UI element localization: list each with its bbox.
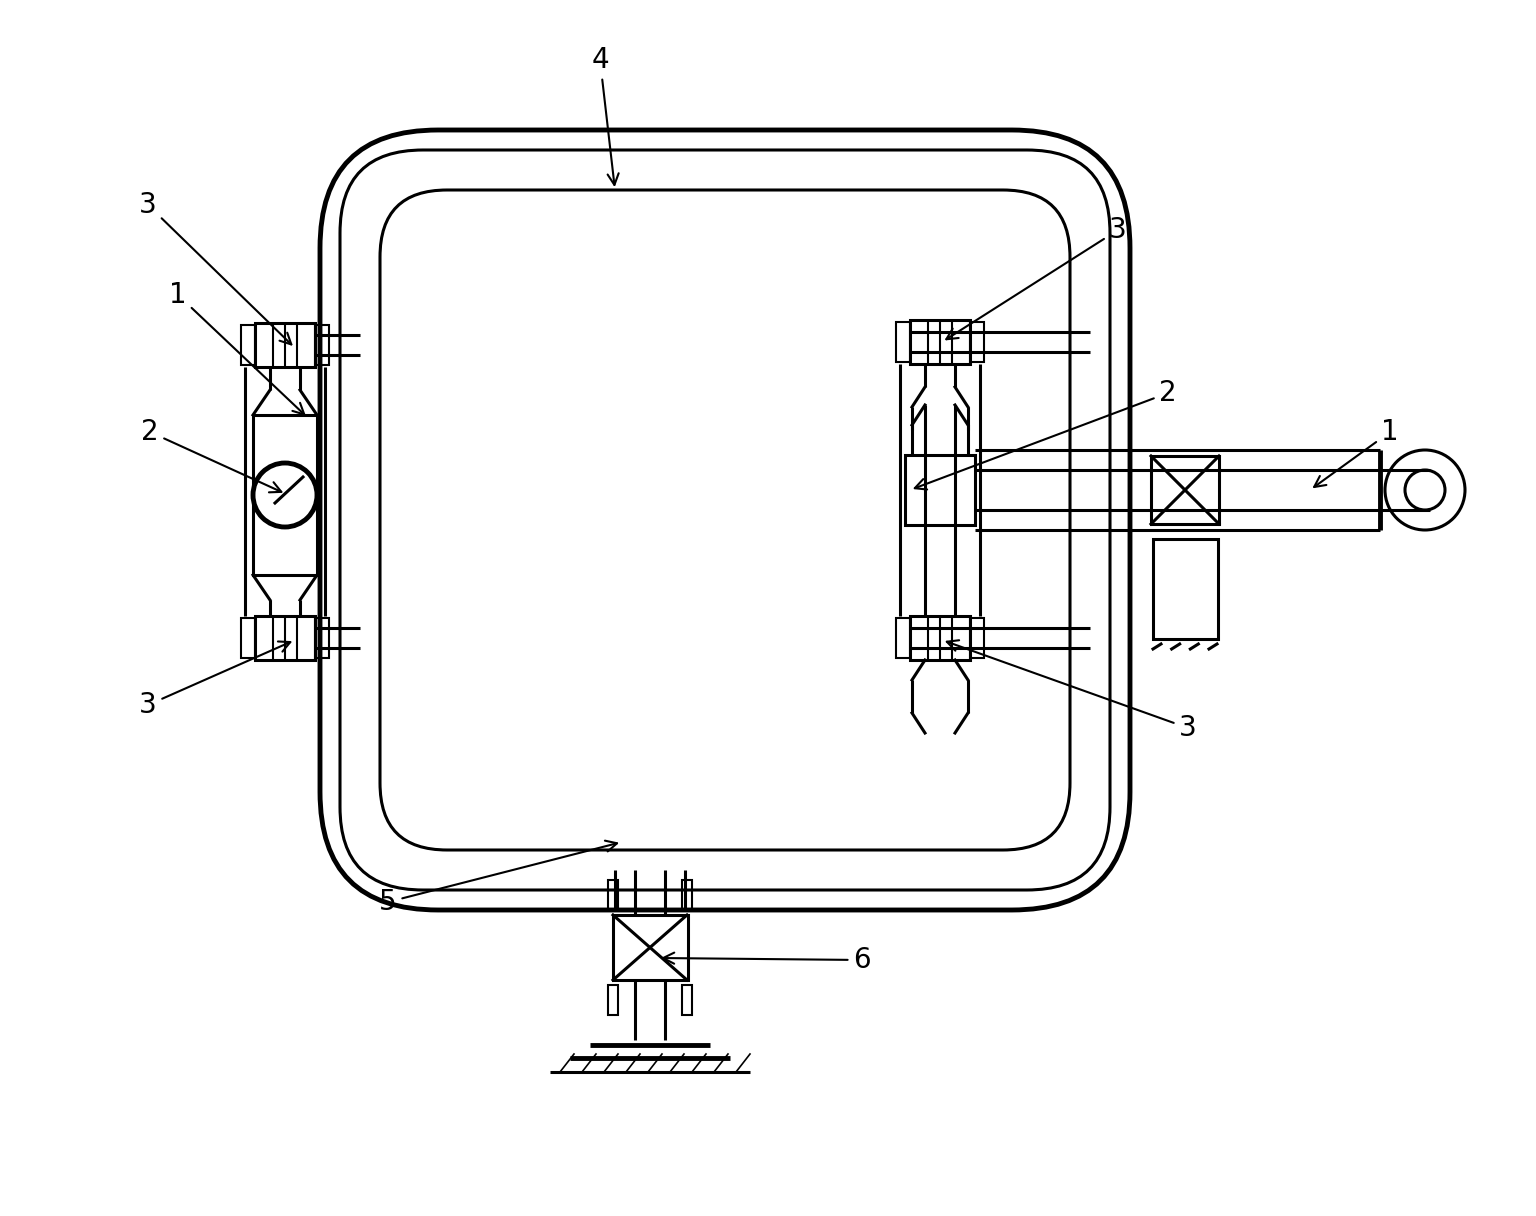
- Text: 3: 3: [140, 191, 292, 344]
- Bar: [255, 323, 315, 367]
- Bar: [608, 985, 617, 1015]
- Text: 2: 2: [141, 418, 281, 492]
- Bar: [255, 617, 315, 660]
- Bar: [905, 455, 975, 525]
- Bar: [682, 985, 693, 1015]
- Bar: [909, 617, 971, 660]
- Text: 1: 1: [1315, 418, 1399, 486]
- Bar: [895, 322, 909, 362]
- Bar: [1150, 456, 1220, 524]
- Bar: [315, 618, 329, 658]
- Bar: [253, 415, 316, 575]
- Bar: [315, 325, 329, 365]
- Text: 3: 3: [140, 642, 290, 719]
- Text: 5: 5: [379, 840, 617, 916]
- Bar: [613, 914, 688, 980]
- Text: 4: 4: [591, 46, 619, 185]
- Text: 3: 3: [946, 641, 1197, 742]
- Bar: [241, 618, 255, 658]
- Bar: [895, 618, 909, 658]
- Bar: [971, 322, 985, 362]
- Text: 2: 2: [915, 379, 1177, 490]
- Text: 6: 6: [664, 946, 871, 974]
- Bar: [608, 880, 617, 910]
- Bar: [241, 325, 255, 365]
- Bar: [682, 880, 693, 910]
- Bar: [1154, 539, 1218, 638]
- Bar: [971, 618, 985, 658]
- Text: 3: 3: [946, 216, 1127, 339]
- Bar: [909, 320, 971, 364]
- Text: 1: 1: [169, 281, 304, 415]
